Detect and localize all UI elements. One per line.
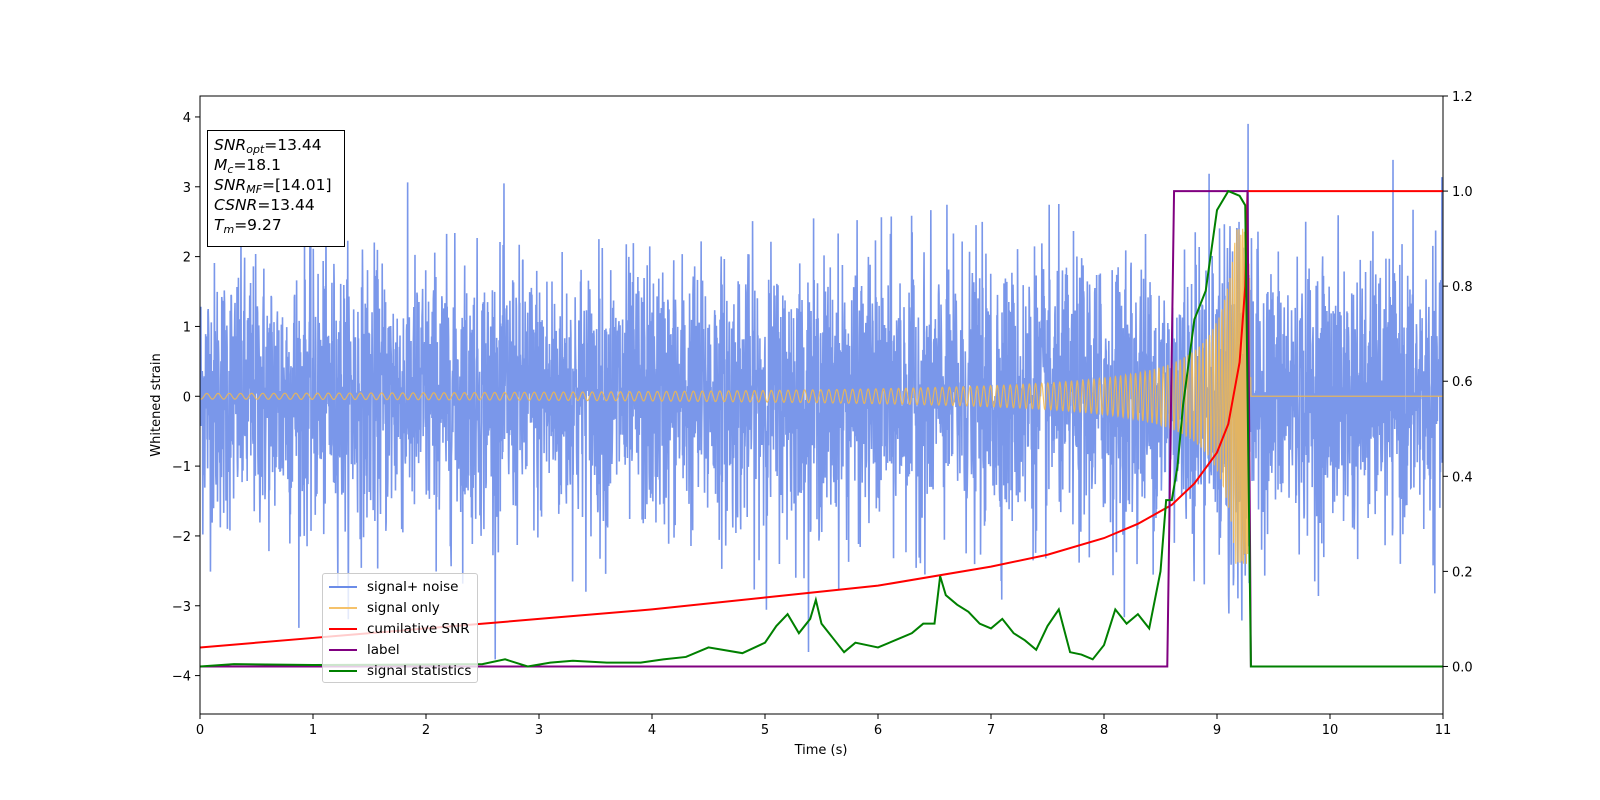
x-axis-label: Time (s) xyxy=(794,743,848,758)
y-left-tick-label: 3 xyxy=(183,181,191,196)
series-cumilative-snr xyxy=(200,190,1443,649)
y-left-tick: 2 xyxy=(183,251,200,266)
y-right-tick-label: 0.8 xyxy=(1452,280,1473,295)
y-right-tick: 0.8 xyxy=(1443,280,1473,295)
x-tick: 6 xyxy=(874,714,882,738)
plot-area xyxy=(200,123,1443,668)
legend-swatch xyxy=(329,585,357,588)
series-signal-only xyxy=(200,228,1443,564)
x-tick-label: 2 xyxy=(422,723,430,738)
x-tick: 5 xyxy=(761,714,769,738)
y-left-tick: 3 xyxy=(183,181,200,196)
y-right-tick: 0.4 xyxy=(1443,470,1473,485)
x-tick: 2 xyxy=(422,714,430,738)
legend-swatch xyxy=(329,627,357,630)
x-tick-label: 9 xyxy=(1213,723,1221,738)
chirp-mass-text: Mc=18.1 xyxy=(214,156,281,176)
x-tick-label: 3 xyxy=(535,723,543,738)
y-right-tick-label: 0.0 xyxy=(1452,660,1473,675)
legend-item-label: label xyxy=(327,639,473,660)
annotation-box: SNRopt=13.44 Mc=18.1 SNRMF=[14.01] CSNR=… xyxy=(207,130,345,247)
x-tick-label: 8 xyxy=(1100,723,1108,738)
y-right-tick: 1.0 xyxy=(1443,185,1473,200)
y-left-tick-label: −4 xyxy=(172,670,191,685)
legend-swatch xyxy=(329,669,357,672)
y-left-tick: −3 xyxy=(172,600,200,615)
x-tick: 7 xyxy=(987,714,995,738)
y-right-tick-label: 0.2 xyxy=(1452,565,1473,580)
y-left-tick-label: 4 xyxy=(183,111,191,126)
y-axis-left: −4 −3 −2 −1 0 1 2 3 4 xyxy=(172,111,200,685)
y-left-tick: −4 xyxy=(172,670,200,685)
y-left-tick: 0 xyxy=(183,390,200,405)
x-tick: 3 xyxy=(535,714,543,738)
legend-item-signal-statistics: signal statistics xyxy=(327,660,473,681)
series-signal-statistics xyxy=(200,189,1443,668)
legend-swatch xyxy=(329,648,357,651)
legend-item-cumulative-snr: cumilative SNR xyxy=(327,618,473,639)
x-tick: 11 xyxy=(1435,714,1452,738)
x-tick: 4 xyxy=(648,714,656,738)
snr-mf-text: SNRMF=[14.01] xyxy=(214,176,332,196)
y-right-tick-label: 1.2 xyxy=(1452,90,1473,105)
x-tick: 9 xyxy=(1213,714,1221,738)
x-tick-label: 5 xyxy=(761,723,769,738)
y-right-tick: 0.6 xyxy=(1443,375,1473,390)
x-tick-label: 1 xyxy=(309,723,317,738)
legend-swatch xyxy=(329,606,357,609)
y-left-tick-label: 2 xyxy=(183,251,191,266)
y-right-tick: 1.2 xyxy=(1443,90,1473,105)
x-tick: 8 xyxy=(1100,714,1108,738)
y-right-tick: 0.0 xyxy=(1443,660,1473,675)
y-left-tick: −2 xyxy=(172,530,200,545)
x-tick: 1 xyxy=(309,714,317,738)
x-tick-label: 7 xyxy=(987,723,995,738)
y-left-tick-label: −2 xyxy=(172,530,191,545)
x-tick-label: 11 xyxy=(1435,723,1452,738)
x-axis: 0 1 2 3 4 5 6 7 8 9 10 11 xyxy=(196,714,1451,738)
y-right-tick-label: 1.0 xyxy=(1452,185,1473,200)
tm-text: Tm=9.27 xyxy=(214,216,282,236)
y-right-tick: 0.2 xyxy=(1443,565,1473,580)
y-left-tick-label: 0 xyxy=(183,390,191,405)
y-left-tick: −1 xyxy=(172,460,200,475)
csnr-text: CSNR=13.44 xyxy=(214,196,315,214)
y-axis-right: 0.0 0.2 0.4 0.6 0.8 1.0 1.2 xyxy=(1443,90,1473,675)
y-right-tick-label: 0.6 xyxy=(1452,375,1473,390)
legend-item-signal-noise: signal+ noise xyxy=(327,576,473,597)
y-axis-label: Whitened strain xyxy=(149,353,164,456)
x-tick-label: 0 xyxy=(196,723,204,738)
x-tick-label: 6 xyxy=(874,723,882,738)
x-tick-label: 4 xyxy=(648,723,656,738)
y-left-tick-label: −3 xyxy=(172,600,191,615)
y-right-tick-label: 0.4 xyxy=(1452,470,1473,485)
y-left-tick-label: −1 xyxy=(172,460,191,475)
x-tick: 10 xyxy=(1322,714,1339,738)
y-left-tick: 1 xyxy=(183,320,200,335)
legend-item-signal-only: signal only xyxy=(327,597,473,618)
x-tick: 0 xyxy=(196,714,204,738)
y-left-tick: 4 xyxy=(183,111,200,126)
y-left-tick-label: 1 xyxy=(183,320,191,335)
legend: signal+ noise signal only cumilative SNR… xyxy=(322,573,478,683)
x-tick-label: 10 xyxy=(1322,723,1339,738)
snr-opt-text: SNRopt=13.44 xyxy=(214,136,322,156)
plot-frame xyxy=(199,95,1444,715)
